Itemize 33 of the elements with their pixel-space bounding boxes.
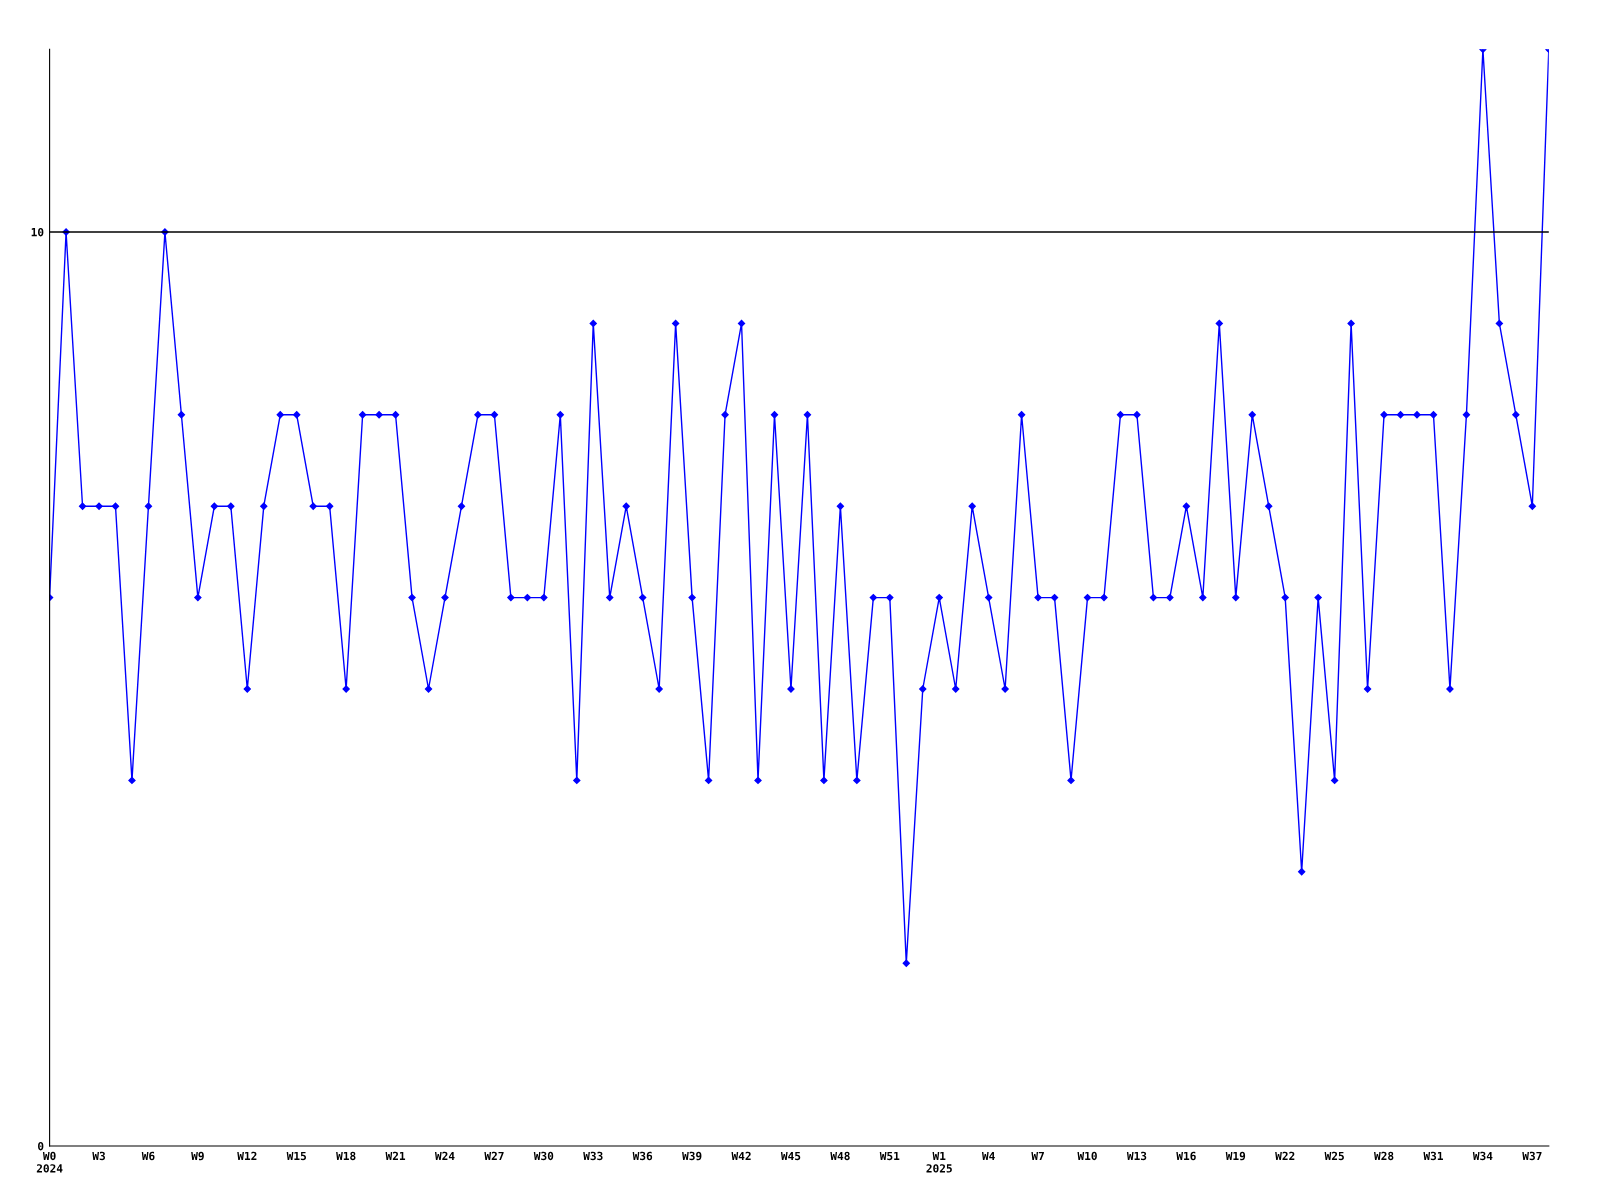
x-tick-label: W42 [731,1151,751,1160]
x-tick-label: W22 [1275,1151,1295,1160]
x-tick-label: W1 2025 [926,1151,952,1173]
x-tick-label: W31 [1423,1151,1443,1161]
x-tick-label: W7 [1031,1151,1044,1160]
x-tick-label: W3 [92,1151,105,1161]
x-tick-label: W36 [632,1151,653,1161]
x-tick-label: W6 [141,1151,155,1161]
x-tick-label: W9 [191,1151,204,1161]
y-tick-label: 10 [31,227,44,237]
x-tick-label: W0 2024 [36,1151,63,1173]
x-tick-label: W24 [434,1151,455,1160]
x-tick-label: W13 [1126,1151,1147,1161]
x-tick-label: W48 [830,1151,850,1161]
x-tick-label: W4 [981,1151,995,1160]
x-tick-label: W30 [533,1151,554,1161]
x-tick-label: W33 [583,1151,603,1161]
x-tick-label: W45 [780,1151,801,1161]
x-tick-label: W25 [1324,1151,1344,1161]
x-tick-label: W16 [1176,1151,1196,1161]
x-tick-label: W28 [1374,1151,1394,1161]
x-tick-label: W27 [484,1151,504,1160]
x-tick-label: W21 [385,1151,406,1160]
x-tick-label: W51 [879,1151,900,1161]
x-tick-label: W12 [237,1151,257,1160]
x-tick-label: W15 [286,1151,306,1161]
x-tick-label: W19 [1225,1151,1246,1161]
x-tick-label: W18 [336,1151,356,1161]
x-tick-label: W39 [682,1151,702,1161]
x-tick-label: W37 [1522,1151,1542,1161]
y-tick-label: 0 [38,1141,44,1151]
x-tick-label: W34 [1472,1151,1493,1161]
x-tick-label: W10 [1077,1151,1097,1161]
